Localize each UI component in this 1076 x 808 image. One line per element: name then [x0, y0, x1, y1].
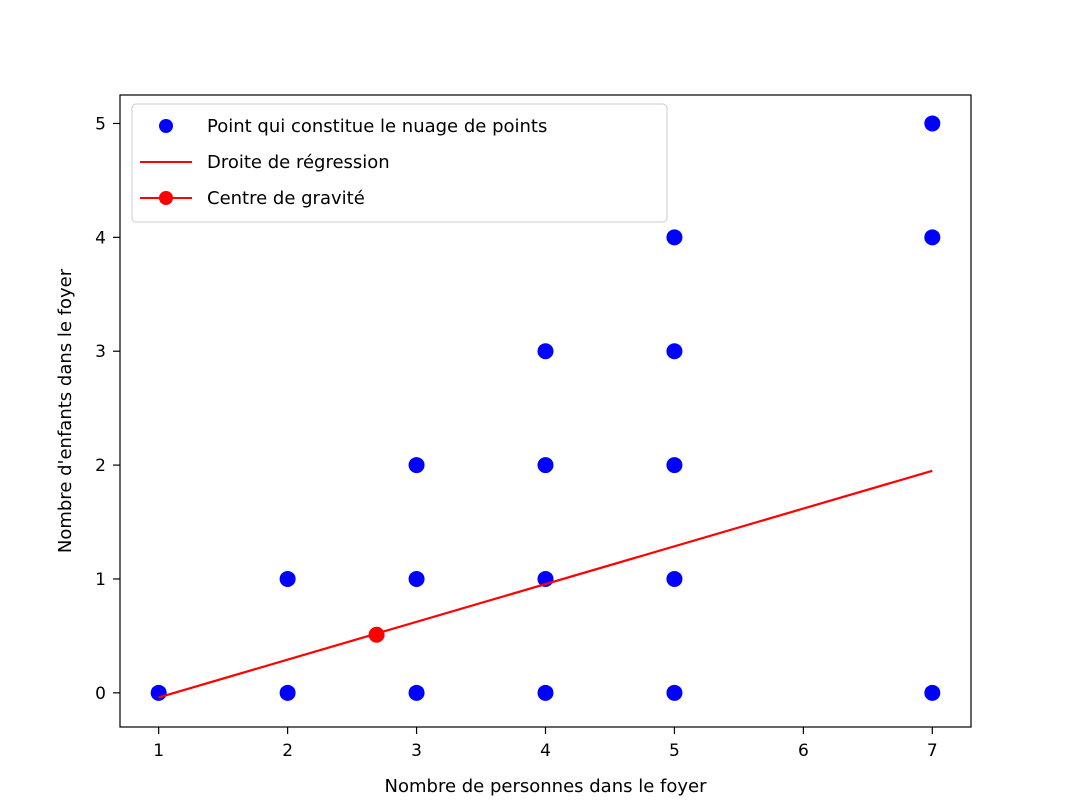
y-tick-label: 1: [95, 570, 106, 590]
legend-marker-scatter: [159, 119, 173, 133]
x-tick-label: 2: [282, 741, 293, 761]
scatter-point: [666, 343, 683, 360]
x-tick-label: 7: [927, 741, 938, 761]
y-tick-label: 3: [95, 342, 106, 362]
chart-marks: [150, 115, 941, 701]
scatter-point: [150, 684, 167, 701]
x-tick-label: 3: [411, 741, 422, 761]
scatter-point: [408, 684, 425, 701]
x-axis: 1 2 3 4 5 6 7: [153, 727, 938, 761]
y-tick-label: 2: [95, 456, 106, 476]
x-tick-label: 4: [540, 741, 551, 761]
legend: Point qui constitue le nuage de points D…: [131, 103, 668, 223]
scatter-point: [537, 684, 554, 701]
y-axis-label: Nombre d'enfants dans le foyer: [55, 268, 76, 553]
scatter-point: [666, 570, 683, 587]
y-tick-label: 0: [95, 684, 106, 704]
scatter-point: [279, 570, 296, 587]
scatter-point: [408, 457, 425, 474]
y-tick-label: 5: [95, 114, 106, 134]
scatter-point: [666, 684, 683, 701]
legend-label-regression: Droite de régression: [207, 152, 390, 173]
x-tick-label: 5: [669, 741, 680, 761]
legend-marker-centroid: [159, 191, 173, 205]
scatter-point: [279, 684, 296, 701]
scatter-point: [666, 457, 683, 474]
regression-line: [158, 469, 933, 699]
scatter-point: [924, 115, 941, 132]
x-tick-label: 6: [798, 741, 809, 761]
scatter-point: [924, 229, 941, 246]
scatter-point: [537, 457, 554, 474]
y-axis: 0 1 2 3 4 5: [95, 114, 120, 704]
legend-box: [131, 103, 668, 223]
scatter-point: [408, 570, 425, 587]
scatter-point: [924, 684, 941, 701]
y-tick-label: 4: [95, 228, 106, 248]
x-axis-label: Nombre de personnes dans le foyer: [385, 776, 708, 797]
centroid-point: [368, 626, 385, 643]
legend-label-centroid: Centre de gravité: [207, 188, 365, 209]
scatter-point: [537, 343, 554, 360]
x-tick-label: 1: [153, 741, 164, 761]
legend-label-scatter: Point qui constitue le nuage de points: [207, 116, 547, 137]
scatter-point: [666, 229, 683, 246]
